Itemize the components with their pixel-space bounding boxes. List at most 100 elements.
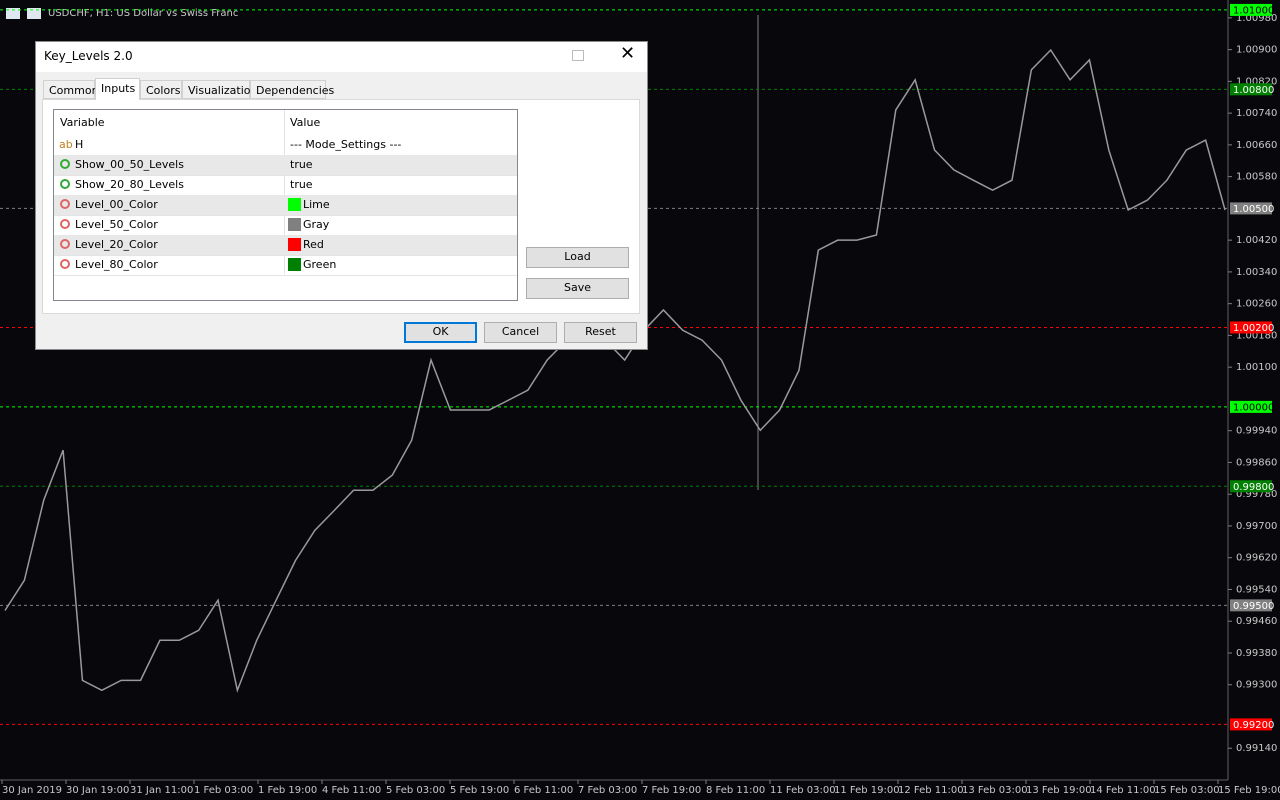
color-swatch <box>288 198 301 211</box>
header-cell: Value <box>290 116 321 129</box>
x-tick-label: 5 Feb 19:00 <box>450 785 509 796</box>
x-tick-label: 8 Feb 11:00 <box>706 785 765 796</box>
color-swatch <box>288 238 301 251</box>
y-tick-label: 1.00900 <box>1236 45 1277 56</box>
y-tick-label: 1.00580 <box>1236 172 1277 183</box>
inputs-table: Variable Value ab H --- Mode_Settings --- S… <box>53 109 518 301</box>
level-label-box <box>1230 480 1272 493</box>
price-line <box>4 48 1226 693</box>
variable-cell: H <box>75 138 84 151</box>
y-tick-label: 0.99140 <box>1236 743 1277 754</box>
button[interactable]: Load <box>526 247 629 268</box>
icon <box>27 8 41 19</box>
level-label: 1.01000 <box>1233 5 1274 16</box>
table-row[interactable]: Level_80_Color Green <box>54 255 517 276</box>
close-button[interactable]: ✕ <box>620 43 636 64</box>
level-label-box <box>1230 3 1272 16</box>
y-tick-label: 1.00820 <box>1236 76 1277 87</box>
y-tick-label: 1.00100 <box>1236 362 1277 373</box>
x-tick-label: 13 Feb 19:00 <box>1026 785 1092 796</box>
variable-cell: Level_00_Color <box>75 198 158 211</box>
x-tick-label: 30 Jan 2019 <box>2 785 62 796</box>
row-icon <box>60 159 70 169</box>
level-label: 1.00000 <box>1233 402 1274 413</box>
color-swatch <box>288 218 301 231</box>
y-tick-label: 0.99940 <box>1236 426 1277 437</box>
row-icon <box>60 259 70 269</box>
y-tick-label: 0.99620 <box>1236 553 1277 564</box>
x-tick-label: 1 Feb 19:00 <box>258 785 317 796</box>
y-tick-label: 1.00420 <box>1236 235 1277 246</box>
value-cell: Green <box>303 258 337 271</box>
value-cell: Lime <box>303 198 330 211</box>
table-row[interactable]: Level_50_Color Gray <box>54 215 517 236</box>
table-row[interactable]: Show_00_50_Levels true <box>54 155 517 176</box>
x-tick-label: 30 Jan 19:00 <box>66 785 129 796</box>
x-tick-label: 11 Feb 19:00 <box>834 785 900 796</box>
y-tick-label: 1.00180 <box>1236 330 1277 341</box>
maximize-button[interactable] <box>572 50 584 61</box>
x-tick-label: 5 Feb 03:00 <box>386 785 445 796</box>
tab[interactable]: Colors <box>140 80 182 99</box>
y-tick-label: 1.00340 <box>1236 267 1277 278</box>
row-icon <box>60 179 70 189</box>
x-tick-label: 11 Feb 03:00 <box>770 785 836 796</box>
level-label-box <box>1230 321 1272 334</box>
table-row[interactable]: Level_20_Color Red <box>54 235 517 256</box>
level-label: 0.99200 <box>1233 720 1274 731</box>
level-label: 0.99500 <box>1233 601 1274 612</box>
y-tick-label: 1.00980 <box>1236 13 1277 24</box>
tab[interactable]: Inputs <box>95 78 140 100</box>
x-tick-label: 6 Feb 11:00 <box>514 785 573 796</box>
variable-cell: Level_50_Color <box>75 218 158 231</box>
x-tick-label: 1 Feb 03:00 <box>194 785 253 796</box>
y-tick-label: 0.99780 <box>1236 489 1277 500</box>
x-tick-label: 4 Feb 11:00 <box>322 785 381 796</box>
table-row[interactable]: ab H --- Mode_Settings --- <box>54 135 517 156</box>
y-tick-label: 1.00740 <box>1236 108 1277 119</box>
table-row[interactable]: Level_00_Color Lime <box>54 195 517 216</box>
y-tick-label: 0.99300 <box>1236 680 1277 691</box>
table-row[interactable]: Show_20_80_Levels true <box>54 175 517 196</box>
icon <box>6 8 20 19</box>
row-icon <box>60 239 70 249</box>
level-label-box <box>1230 83 1272 96</box>
table-header: Variable Value <box>54 110 517 130</box>
x-tick-label: 14 Feb 11:00 <box>1090 785 1156 796</box>
x-tick-label: 7 Feb 03:00 <box>578 785 637 796</box>
level-label: 1.00800 <box>1233 85 1274 96</box>
button[interactable]: Reset <box>564 322 637 343</box>
variable-cell: Show_00_50_Levels <box>75 158 184 171</box>
button[interactable]: Save <box>526 278 629 299</box>
button[interactable]: Cancel <box>484 322 557 343</box>
level-label: 0.99800 <box>1233 482 1274 493</box>
level-label-box <box>1230 202 1272 215</box>
y-tick-label: 0.99700 <box>1236 521 1277 532</box>
value-cell: true <box>290 178 313 191</box>
value-cell: true <box>290 158 313 171</box>
y-tick-label: 0.99540 <box>1236 584 1277 595</box>
level-label: 1.00500 <box>1233 204 1274 215</box>
x-tick-label: 7 Feb 19:00 <box>642 785 701 796</box>
color-swatch <box>288 258 301 271</box>
row-icon: ab <box>59 138 73 151</box>
chart-title: USDCHF, H1: US Dollar vs Swiss Franc <box>48 8 238 19</box>
row-icon <box>60 219 70 229</box>
variable-cell: Show_20_80_Levels <box>75 178 184 191</box>
level-label-box <box>1230 718 1272 731</box>
tab[interactable]: Common <box>43 80 99 99</box>
value-cell: Gray <box>303 218 330 231</box>
y-tick-label: 0.99380 <box>1236 648 1277 659</box>
button[interactable]: OK <box>404 322 477 343</box>
y-tick-label: 1.00260 <box>1236 299 1277 310</box>
tab[interactable]: Dependencies <box>250 80 334 99</box>
dialog: Key_Levels 2.0 ✕ Variable Value ab H --- M… <box>35 41 648 350</box>
title-bar <box>36 42 647 72</box>
x-tick-label: 15 Feb 03:00 <box>1154 785 1220 796</box>
y-tick-label: 0.99860 <box>1236 457 1277 468</box>
y-tick-label: 0.99460 <box>1236 616 1277 627</box>
tab[interactable]: Visualization <box>182 80 257 99</box>
header-cell: Variable <box>60 116 105 129</box>
x-tick-label: 13 Feb 03:00 <box>962 785 1028 796</box>
